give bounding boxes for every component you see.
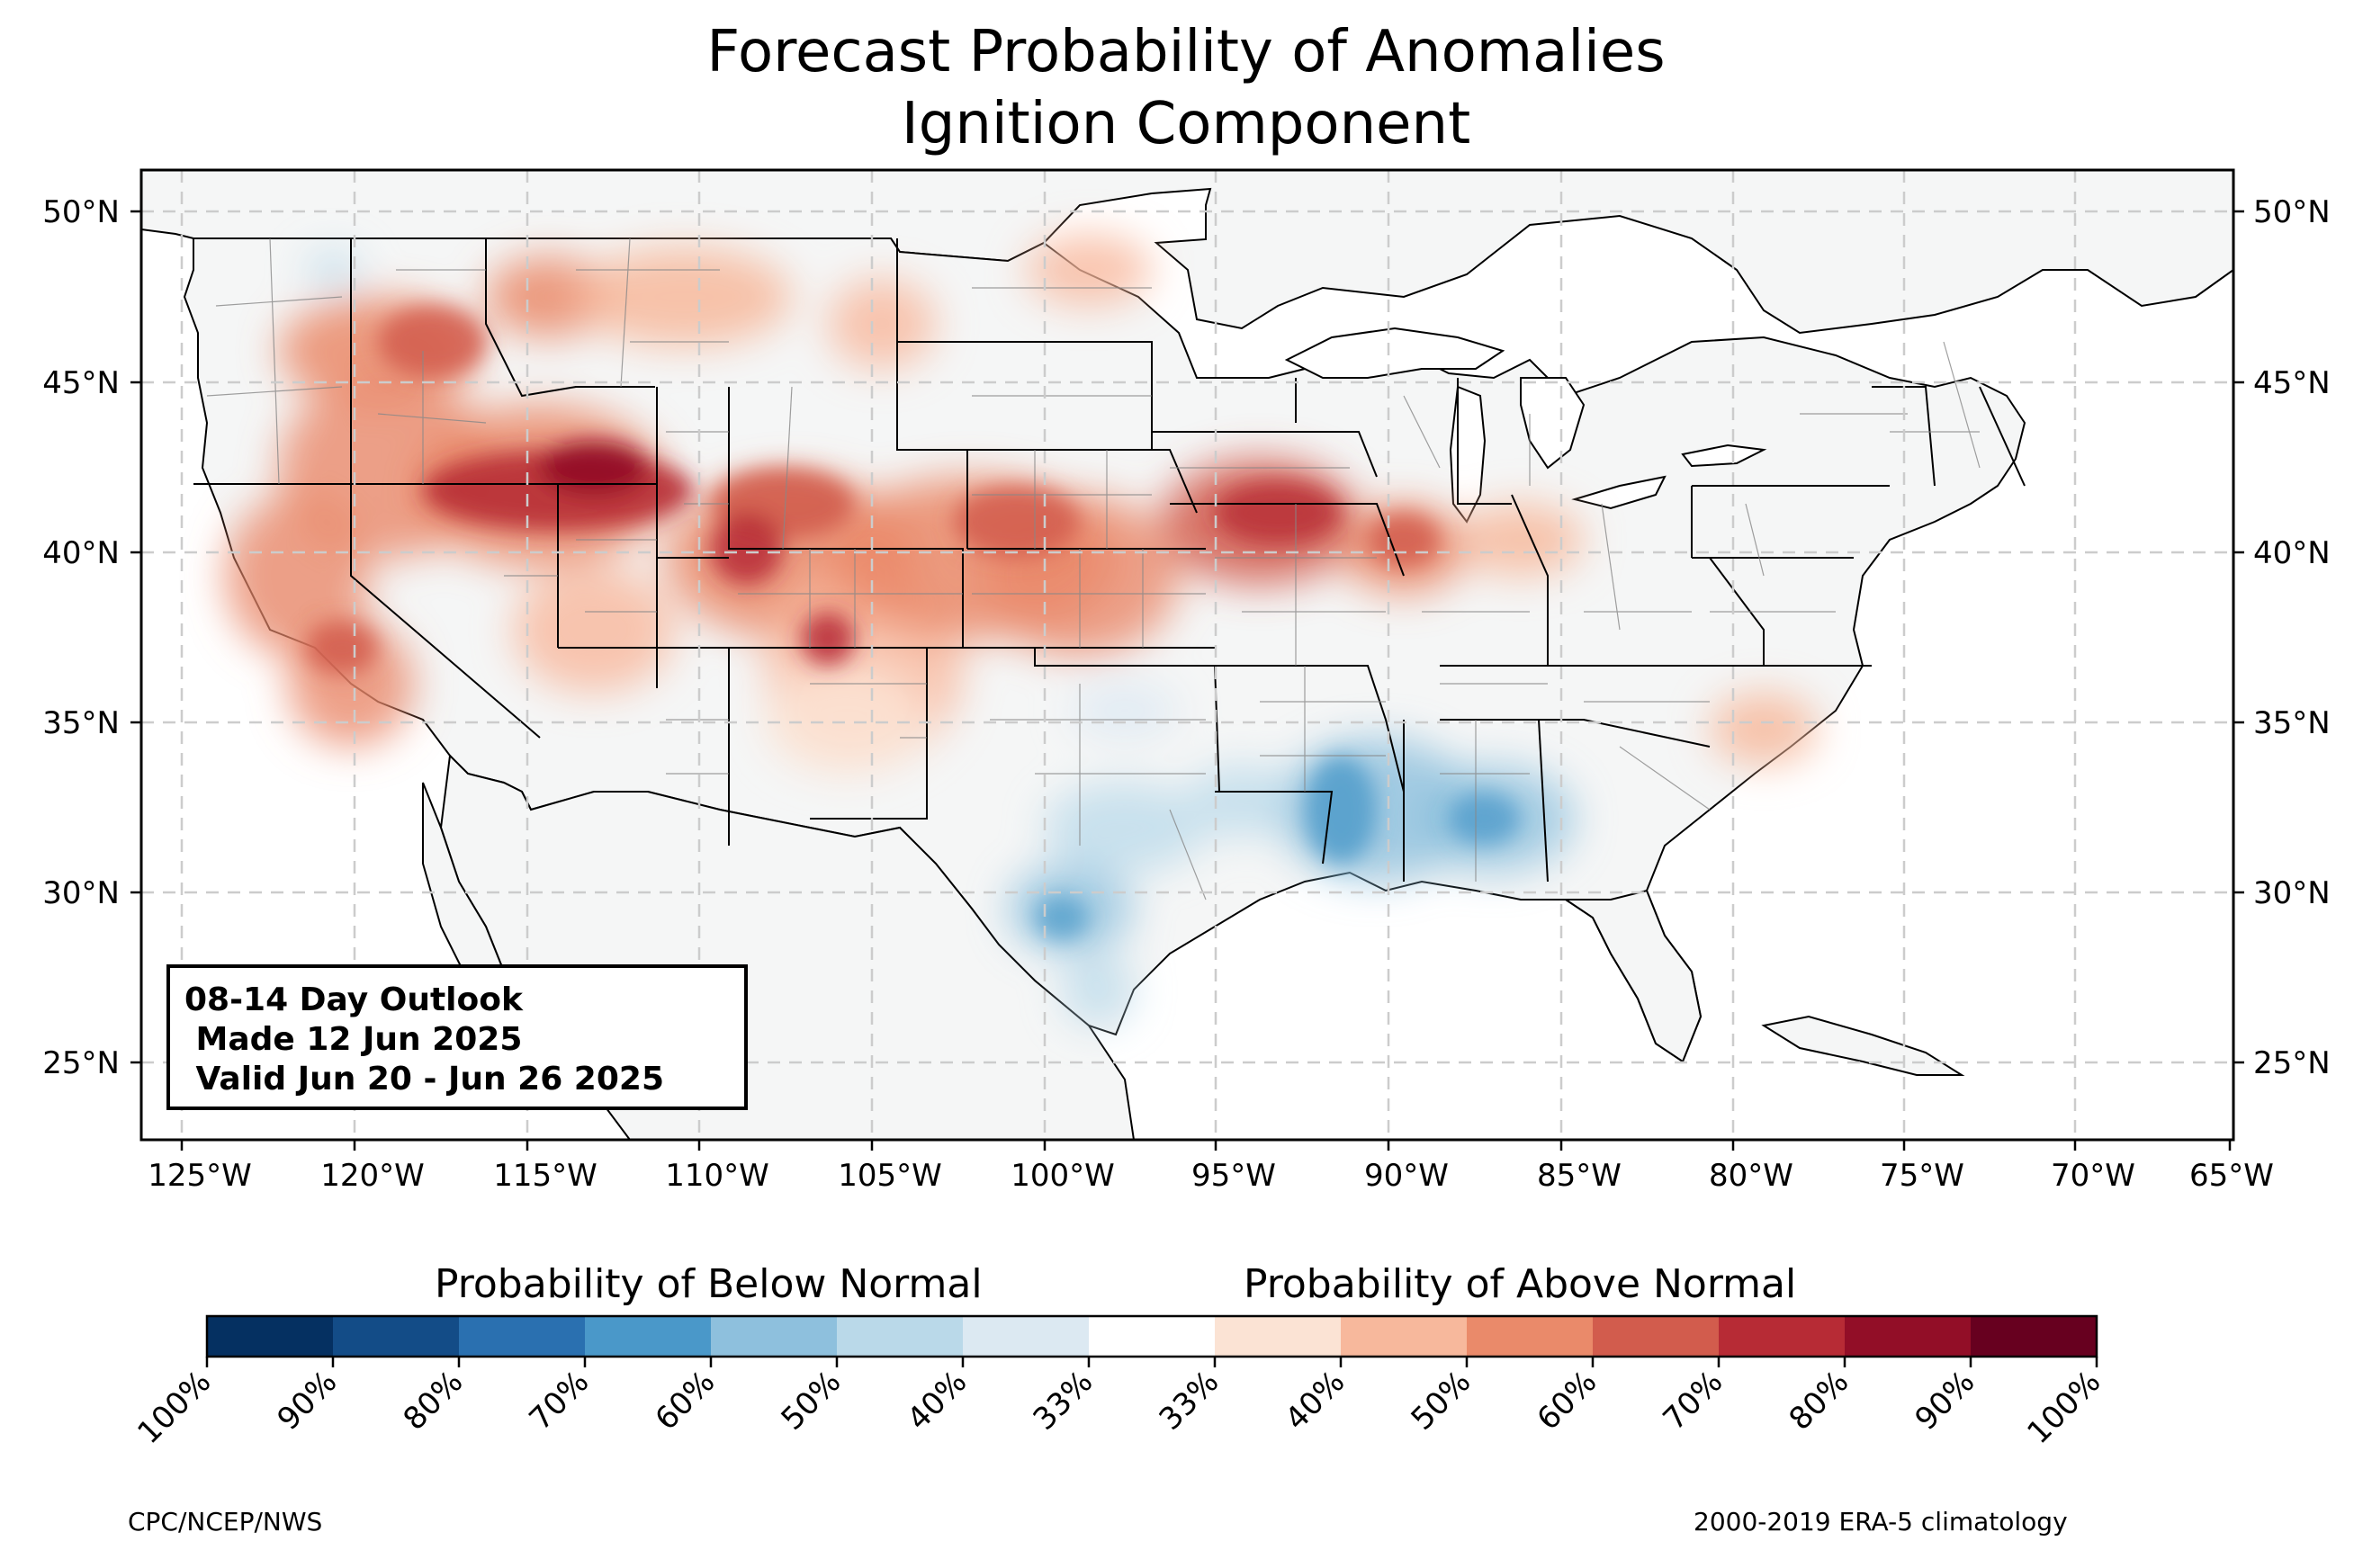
lake-superior — [1284, 327, 1505, 379]
outlook-info-box: 08-14 Day Outlook Made 12 Jun 2025 Valid… — [166, 964, 748, 1110]
state-boundaries — [193, 238, 2026, 883]
colorbar-tick-label: 60% — [649, 1364, 723, 1438]
lat-tick-label: 35°N — [42, 705, 120, 741]
colorbar-segment — [1845, 1316, 1972, 1357]
lat-tick-label: 40°N — [42, 535, 120, 571]
lon-tick-label: 75°W — [1880, 1158, 1964, 1194]
colorbar-tick-label: 80% — [1783, 1364, 1856, 1438]
lat-tick-label: 50°N — [2253, 194, 2331, 230]
colorbar-tick-label: 90% — [271, 1364, 345, 1438]
lat-tick-label: 25°N — [2253, 1045, 2331, 1081]
lat-tick-label: 25°N — [42, 1045, 120, 1081]
colorbar-segment — [963, 1316, 1090, 1357]
lat-ticks — [130, 210, 2244, 1064]
map-title-line1: Forecast Probability of Anomalies — [706, 19, 1666, 85]
outlook-valid-range: Valid Jun 20 - Jun 26 2025 — [184, 1061, 665, 1098]
colorbar-tick-label: 40% — [1279, 1364, 1352, 1438]
colorbar-above-title: Probability of Above Normal — [1244, 1261, 1797, 1307]
colorbar-below-title: Probability of Below Normal — [435, 1261, 983, 1307]
lat-tick-label: 40°N — [2253, 535, 2331, 571]
map-area[interactable] — [141, 170, 2233, 1140]
lon-tick-label: 100°W — [1011, 1158, 1115, 1194]
colorbar-segment — [711, 1316, 838, 1357]
lake-erie — [1571, 475, 1667, 510]
county-boundaries — [206, 237, 1981, 900]
colorbar-frame — [205, 1314, 2098, 1358]
lon-tick-label: 85°W — [1537, 1158, 1622, 1194]
colorbar-segment — [1467, 1316, 1594, 1357]
colorbar-segment — [1341, 1316, 1468, 1357]
lon-tick-label: 125°W — [148, 1158, 252, 1194]
outlook-period: 08-14 Day Outlook — [184, 981, 523, 1018]
lake-ontario — [1681, 444, 1767, 468]
colorbar-segment — [207, 1316, 334, 1357]
lon-tick-label: 120°W — [320, 1158, 425, 1194]
colorbar-tick-label: 70% — [523, 1364, 597, 1438]
lat-tick-label: 35°N — [2253, 705, 2331, 741]
lat-tick-labels-right: 50°N 45°N 40°N 35°N 30°N 25°N — [2253, 194, 2331, 1081]
lon-tick-label: 70°W — [2051, 1158, 2135, 1194]
colorbar-segment — [837, 1316, 964, 1357]
colorbar-tick-label: 33% — [1153, 1364, 1226, 1438]
lon-tick-label: 90°W — [1364, 1158, 1449, 1194]
colorbar-tick-label: 60% — [1531, 1364, 1604, 1438]
lon-tick-label: 115°W — [493, 1158, 597, 1194]
lon-tick-label: 65°W — [2189, 1158, 2274, 1194]
lake-michigan — [1449, 385, 1487, 524]
outlook-made-date: Made 12 Jun 2025 — [184, 1021, 523, 1058]
colorbar-segment — [585, 1316, 712, 1357]
colorbar: 100% 90% 80% 70% 60% 50% 40% 33% 33% 40% 50% 60% 70%… — [130, 1314, 2107, 1451]
climatology-note: 2000-2019 ERA-5 climatology — [1694, 1507, 2068, 1537]
lon-tick-label: 110°W — [665, 1158, 769, 1194]
colorbar-segment — [1719, 1316, 1846, 1357]
lat-tick-label: 45°N — [42, 365, 120, 401]
lon-ticks — [180, 1140, 2232, 1151]
colorbar-segment — [1971, 1316, 2098, 1357]
colorbar-tick-label: 70% — [1657, 1364, 1730, 1438]
lat-tick-label: 50°N — [42, 194, 120, 230]
colorbar-tick-label: 90% — [1909, 1364, 1982, 1438]
map-title-line2: Ignition Component — [901, 91, 1471, 157]
colorbar-tick-label: 50% — [1405, 1364, 1478, 1438]
colorbar-tick-label: 50% — [775, 1364, 849, 1438]
lon-tick-label: 95°W — [1191, 1158, 1276, 1194]
lat-tick-label: 45°N — [2253, 365, 2331, 401]
map-frame — [139, 168, 2235, 1142]
colorbar-segment — [1593, 1316, 1720, 1357]
colorbar-tick-label: 40% — [901, 1364, 975, 1438]
colorbar-segment — [333, 1316, 460, 1357]
credit-text: CPC/NCEP/NWS — [128, 1507, 323, 1537]
lon-tick-label: 80°W — [1709, 1158, 1793, 1194]
lat-tick-labels-left: 50°N 45°N 40°N 35°N 30°N 25°N — [42, 194, 120, 1081]
lat-tick-label: 30°N — [42, 875, 120, 911]
cuba-landmass — [1761, 1015, 1965, 1076]
colorbar-segment — [1215, 1316, 1342, 1357]
colorbar-tick-label: 80% — [397, 1364, 471, 1438]
colorbar-tick-label: 33% — [1027, 1364, 1101, 1438]
colorbar-tick-label: 100% — [130, 1364, 218, 1451]
lat-tick-label: 30°N — [2253, 875, 2331, 911]
lon-tick-labels: 125°W 120°W 115°W 110°W 105°W 100°W 95°W… — [148, 1158, 2274, 1194]
colorbar-tick-label: 100% — [2020, 1364, 2107, 1451]
colorbar-segment — [459, 1316, 586, 1357]
lon-tick-label: 105°W — [838, 1158, 942, 1194]
colorbar-segment — [1089, 1316, 1216, 1357]
